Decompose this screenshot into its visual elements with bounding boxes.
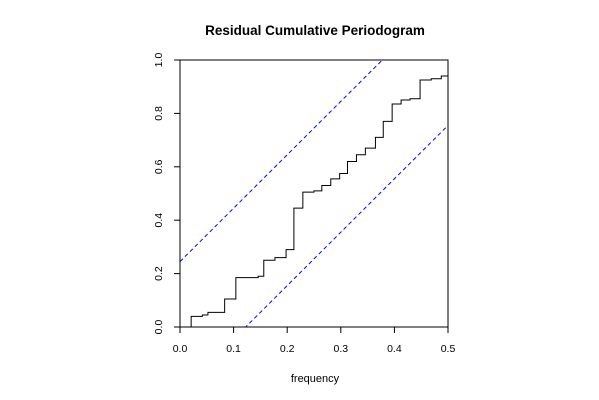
series-group [180,60,448,327]
y-tick-label: 0.6 [153,159,165,174]
x-tick-label: 0.5 [441,343,456,355]
x-tick-label: 0.1 [226,343,241,355]
y-tick-label: 0.4 [153,213,165,228]
x-axis-label: frequency [291,373,340,385]
chart-title: Residual Cumulative Periodogram [205,23,425,38]
y-tick-label: 1.0 [153,53,165,68]
x-tick-label: 0.3 [333,343,348,355]
x-tick-label: 0.4 [387,343,402,355]
x-tick-label: 0.2 [280,343,295,355]
y-tick-label: 0.8 [153,106,165,121]
plot-area: 0.0 0.1 0.2 0.3 0.4 0.5 0.0 0.2 0.4 0.6 0.8 1.0 [153,53,456,355]
y-tick-label: 0.2 [153,266,165,281]
y-tick-label: 0.0 [153,320,165,335]
x-tick-label: 0.0 [173,343,188,355]
lower-confidence-band [244,125,448,327]
cumulative-periodogram-line [180,60,448,327]
upper-confidence-band [180,60,384,262]
